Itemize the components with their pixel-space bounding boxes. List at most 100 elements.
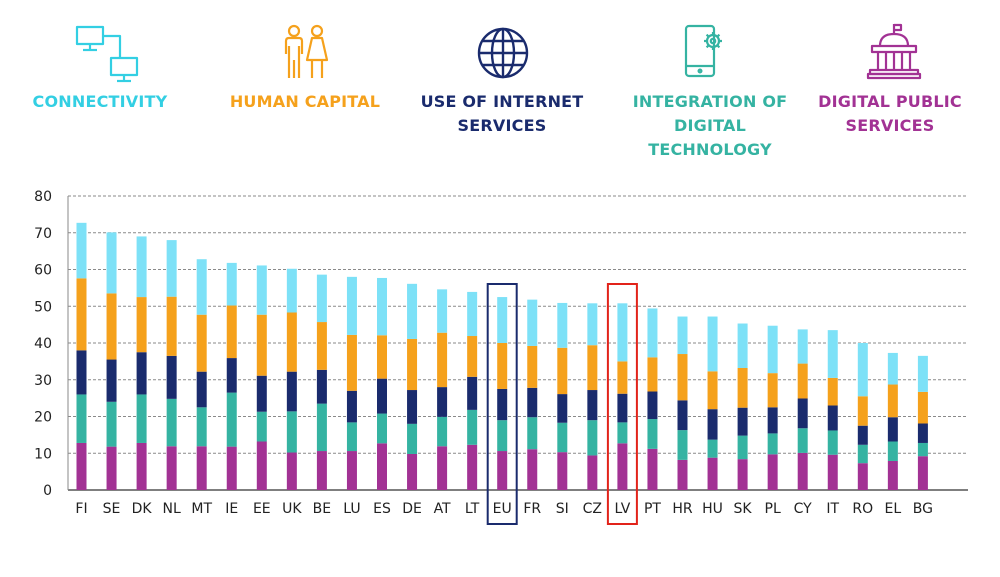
bar-segment xyxy=(497,297,508,343)
bar-segment xyxy=(737,435,748,460)
bar-segment xyxy=(166,398,177,447)
bar-segment xyxy=(437,446,448,490)
y-tick-label: 0 xyxy=(43,483,52,499)
bar-segment xyxy=(286,452,297,490)
bar-segment xyxy=(316,451,327,490)
x-tick-label: FI xyxy=(75,501,87,517)
x-tick-label: BG xyxy=(913,501,933,517)
bar-segment xyxy=(737,407,748,436)
x-tick-label: MT xyxy=(191,501,212,517)
x-tick-label: AT xyxy=(434,501,451,517)
x-tick-label: FR xyxy=(523,501,541,517)
two-people-icon xyxy=(284,24,329,78)
x-tick-label: CZ xyxy=(583,501,602,517)
bar-segment xyxy=(587,390,598,421)
bar-segment xyxy=(497,388,508,421)
x-tick-label: PL xyxy=(765,501,781,517)
bar-segment xyxy=(346,451,357,490)
bar-segment xyxy=(497,451,508,490)
bar-segment xyxy=(256,375,267,412)
bar-segment xyxy=(527,345,538,388)
bar-segment xyxy=(76,350,87,395)
bar-segment xyxy=(557,452,568,490)
bar-segment xyxy=(166,355,177,399)
bar-segment xyxy=(887,417,898,442)
x-tick-label: SK xyxy=(734,501,753,517)
bar-segment xyxy=(166,240,177,297)
bar-segment xyxy=(316,369,327,404)
bar-segment xyxy=(346,390,357,423)
bar-segment xyxy=(106,293,117,360)
bar-segment xyxy=(557,394,568,423)
bar-segment xyxy=(767,407,778,434)
bar-segment xyxy=(407,283,418,339)
x-tick-label: BE xyxy=(313,501,331,517)
gridlines xyxy=(67,195,968,491)
bar-segment xyxy=(76,394,87,443)
bar-segment xyxy=(106,359,117,402)
bar-segment xyxy=(407,390,418,424)
bar-segment xyxy=(617,361,628,394)
y-tick-label: 30 xyxy=(34,373,52,389)
smartphone-gear-icon xyxy=(684,24,722,78)
bar-segment xyxy=(497,420,508,452)
bar-segment xyxy=(286,371,297,412)
bar-segment xyxy=(377,413,387,444)
bar-segment xyxy=(196,446,207,490)
legend-label-use-of-internet-services: USE OF INTERNET SERVICES xyxy=(420,92,584,135)
bar-segment xyxy=(407,423,418,454)
bar-segment xyxy=(467,376,478,410)
bar-segment xyxy=(166,446,177,490)
bar-segment xyxy=(587,455,598,490)
bar-segment xyxy=(647,357,658,392)
bar-segment xyxy=(106,232,117,294)
bar-segment xyxy=(557,302,568,348)
bar-segment xyxy=(707,457,718,490)
network-computers-icon xyxy=(75,25,139,83)
bar-segment xyxy=(677,354,688,401)
bar-segment xyxy=(166,296,177,356)
bar-segment xyxy=(407,453,418,490)
bar-segment xyxy=(256,265,267,315)
bar-segment xyxy=(377,335,387,379)
bar-segment xyxy=(737,323,748,368)
bar-segment xyxy=(797,398,808,429)
bar-segment xyxy=(557,347,568,395)
bar-segment xyxy=(226,392,237,447)
bar-segment xyxy=(677,316,688,355)
bar-segment xyxy=(226,358,237,393)
bar-segment xyxy=(827,454,838,490)
bar-segment xyxy=(286,411,297,453)
y-axis-ticks: 0 10 20 30 40 50 60 70 80 xyxy=(34,189,52,499)
bar-segment xyxy=(647,448,658,490)
bar-segment xyxy=(677,459,688,490)
y-tick-label: 10 xyxy=(34,446,52,462)
bar-segment xyxy=(827,330,838,378)
bar-segment xyxy=(617,393,628,423)
x-axis-ticks: FI SE DK NL MT IE EE UK BE LU ES DE AT LT EU FR SI CZ LV PT… xyxy=(75,501,933,517)
bar-segment xyxy=(587,345,598,391)
bar-segment xyxy=(647,308,658,358)
bar-segment xyxy=(827,430,838,455)
bar-segment xyxy=(917,423,928,443)
bar-segment xyxy=(136,297,147,353)
bar-segment xyxy=(76,442,87,490)
bar-segment xyxy=(827,405,838,431)
bar-segment xyxy=(136,352,147,395)
bar-segment xyxy=(527,417,538,450)
bar-segment xyxy=(857,463,868,490)
bar-segment xyxy=(76,222,87,279)
bar-segment xyxy=(437,332,448,388)
bar-segment xyxy=(707,439,718,458)
bar-segment xyxy=(857,444,868,464)
bar-segment xyxy=(587,420,598,456)
bar-segment xyxy=(617,443,628,490)
bar-segment xyxy=(106,401,117,447)
bar-segment xyxy=(767,433,778,455)
bar-segment xyxy=(377,443,387,490)
highlight-box xyxy=(606,283,638,525)
bar-segment xyxy=(797,452,808,490)
bar-segment xyxy=(346,422,357,452)
bar-segment xyxy=(557,422,568,453)
